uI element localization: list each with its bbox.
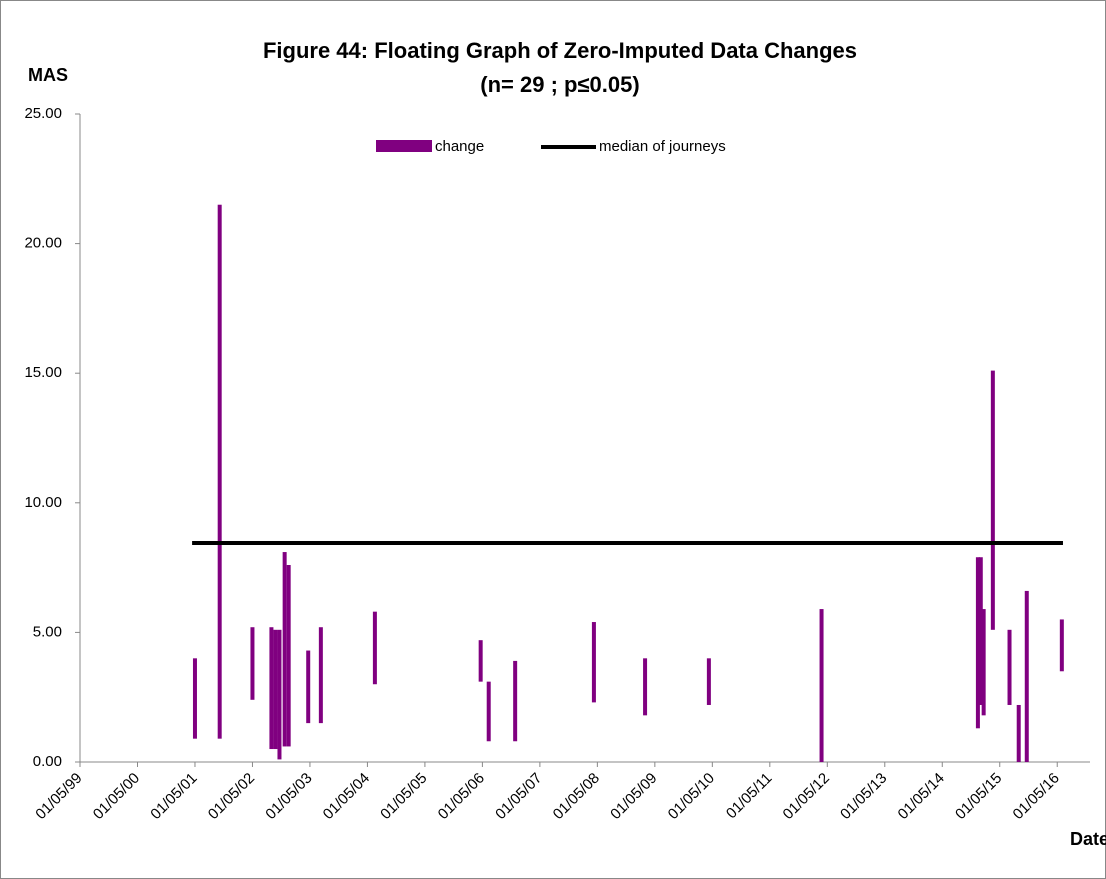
bar: [1059, 619, 1064, 672]
bar: [591, 622, 596, 703]
bar: [192, 658, 197, 739]
legend-label: median of journeys: [599, 138, 726, 155]
bar: [282, 552, 287, 747]
bar: [706, 658, 711, 705]
x-axis-label: Date: [1070, 829, 1106, 849]
y-axis-label: MAS: [28, 65, 68, 85]
legend-swatch: [376, 140, 432, 152]
bar: [819, 609, 824, 762]
y-tick-label: 25.00: [24, 105, 62, 122]
bar: [372, 611, 377, 685]
bar: [1016, 704, 1021, 762]
bar: [513, 660, 518, 742]
legend-label: change: [435, 138, 484, 155]
bar: [306, 650, 311, 724]
chart-title: Figure 44: Floating Graph of Zero-Impute…: [263, 38, 857, 63]
bar: [277, 629, 282, 760]
bar: [273, 629, 278, 750]
bar: [269, 627, 274, 750]
bar: [217, 204, 222, 739]
bar: [1024, 590, 1029, 762]
y-tick-label: 15.00: [24, 364, 62, 381]
bar: [643, 658, 648, 716]
bar: [990, 370, 995, 630]
bar: [1007, 629, 1012, 705]
y-tick-label: 20.00: [24, 235, 62, 252]
bar: [981, 609, 986, 716]
y-tick-label: 0.00: [33, 753, 62, 770]
bar: [318, 627, 323, 724]
bar: [978, 557, 983, 705]
y-tick-label: 10.00: [24, 494, 62, 511]
y-tick-label: 5.00: [33, 623, 62, 640]
bar: [975, 557, 980, 729]
chart-subtitle: (n= 29 ; p≤0.05): [480, 72, 639, 97]
bar: [486, 681, 491, 742]
bar: [286, 565, 291, 747]
bar: [250, 627, 255, 700]
bar: [478, 640, 483, 682]
